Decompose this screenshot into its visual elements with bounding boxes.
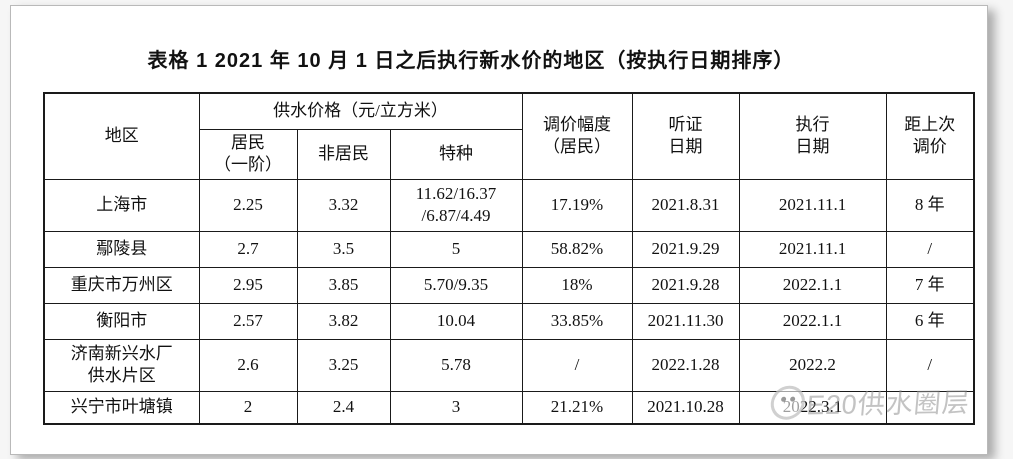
header-hearing-date: 听证 日期 — [631, 92, 740, 180]
cell-special: 11.62/16.37 /6.87/4.49 — [389, 178, 523, 232]
cell-execution: 2022.3.1 — [738, 390, 887, 425]
cell-resident: 2.7 — [198, 230, 298, 268]
cell-hearing: 2021.8.31 — [631, 178, 740, 232]
cell-hearing: 2022.1.28 — [631, 338, 740, 392]
cell-hearing: 2021.9.29 — [631, 230, 740, 268]
cell-hearing: 2021.9.28 — [631, 266, 740, 304]
cell-special: 5.78 — [389, 338, 523, 392]
cell-resident: 2 — [198, 390, 298, 425]
cell-adjustment: 17.19% — [521, 178, 633, 232]
table-row-shanghai: 上海市 2.25 3.32 11.62/16.37 /6.87/4.49 17.… — [43, 178, 975, 232]
page-title: 表格 1 2021 年 10 月 1 日之后执行新水价的地区（按执行日期排序） — [147, 50, 795, 72]
cell-since-last: 7 年 — [885, 266, 975, 304]
cell-non-resident: 2.4 — [296, 390, 391, 425]
header-resident: 居民 （一阶） — [198, 128, 298, 180]
cell-hearing: 2021.10.28 — [631, 390, 740, 425]
cell-since-last: 6 年 — [885, 302, 975, 340]
cell-non-resident: 3.85 — [296, 266, 391, 304]
cell-special: 5.70/9.35 — [389, 266, 523, 304]
table-row-wanzhou: 重庆市万州区 2.95 3.85 5.70/9.35 18% 2021.9.28… — [43, 266, 975, 304]
cell-adjustment: 21.21% — [521, 390, 633, 425]
header-region: 地区 — [43, 92, 200, 180]
cell-execution: 2022.1.1 — [738, 266, 887, 304]
cell-resident: 2.6 — [198, 338, 298, 392]
cell-hearing: 2021.11.30 — [631, 302, 740, 340]
header-execution-date: 执行 日期 — [738, 92, 887, 180]
cell-region: 衡阳市 — [43, 302, 200, 340]
cell-special: 5 — [389, 230, 523, 268]
cell-execution: 2022.1.1 — [738, 302, 887, 340]
cell-adjustment: 58.82% — [521, 230, 633, 268]
table-row-yanling: 鄢陵县 2.7 3.5 5 58.82% 2021.9.29 2021.11.1… — [43, 230, 975, 268]
cell-non-resident: 3.32 — [296, 178, 391, 232]
table-row-xingning: 兴宁市叶塘镇 2 2.4 3 21.21% 2021.10.28 2022.3.… — [43, 390, 975, 425]
cell-region: 鄢陵县 — [43, 230, 200, 268]
header-since-last: 距上次 调价 — [885, 92, 975, 180]
cell-since-last — [885, 390, 975, 425]
cell-since-last: / — [885, 338, 975, 392]
cell-resident: 2.57 — [198, 302, 298, 340]
cell-non-resident: 3.5 — [296, 230, 391, 268]
cell-adjustment: 18% — [521, 266, 633, 304]
cell-region: 兴宁市叶塘镇 — [43, 390, 200, 425]
cell-execution: 2021.11.1 — [738, 230, 887, 268]
cell-special: 10.04 — [389, 302, 523, 340]
cell-execution: 2022.2 — [738, 338, 887, 392]
header-price-group: 供水价格（元/立方米） — [198, 92, 523, 130]
document-page: 表格 1 2021 年 10 月 1 日之后执行新水价的地区（按执行日期排序） … — [10, 5, 988, 455]
table-row-jinan: 济南新兴水厂 供水片区 2.6 3.25 5.78 / 2022.1.28 20… — [43, 338, 975, 392]
header-row-1: 地区 供水价格（元/立方米） 调价幅度 （居民） 听证 日期 执行 日期 距上次… — [43, 92, 975, 180]
cell-region: 济南新兴水厂 供水片区 — [43, 338, 200, 392]
water-price-table: 地区 供水价格（元/立方米） 调价幅度 （居民） 听证 日期 执行 日期 距上次… — [43, 92, 976, 425]
header-non-resident: 非居民 — [296, 128, 391, 180]
cell-non-resident: 3.25 — [296, 338, 391, 392]
table-row-hengyang: 衡阳市 2.57 3.82 10.04 33.85% 2021.11.30 20… — [43, 302, 975, 340]
cell-adjustment: / — [521, 338, 633, 392]
cell-execution: 2021.11.1 — [738, 178, 887, 232]
cell-region: 上海市 — [43, 178, 200, 232]
cell-resident: 2.95 — [198, 266, 298, 304]
header-adjustment: 调价幅度 （居民） — [521, 92, 633, 180]
cell-non-resident: 3.82 — [296, 302, 391, 340]
cell-since-last: / — [885, 230, 975, 268]
cell-adjustment: 33.85% — [521, 302, 633, 340]
cell-special: 3 — [389, 390, 523, 425]
header-row-2: 居民 （一阶） 非居民 特种 — [44, 128, 974, 180]
cell-resident: 2.25 — [198, 178, 298, 232]
header-special: 特种 — [389, 128, 523, 180]
cell-since-last: 8 年 — [885, 178, 975, 232]
cell-region: 重庆市万州区 — [43, 266, 200, 304]
